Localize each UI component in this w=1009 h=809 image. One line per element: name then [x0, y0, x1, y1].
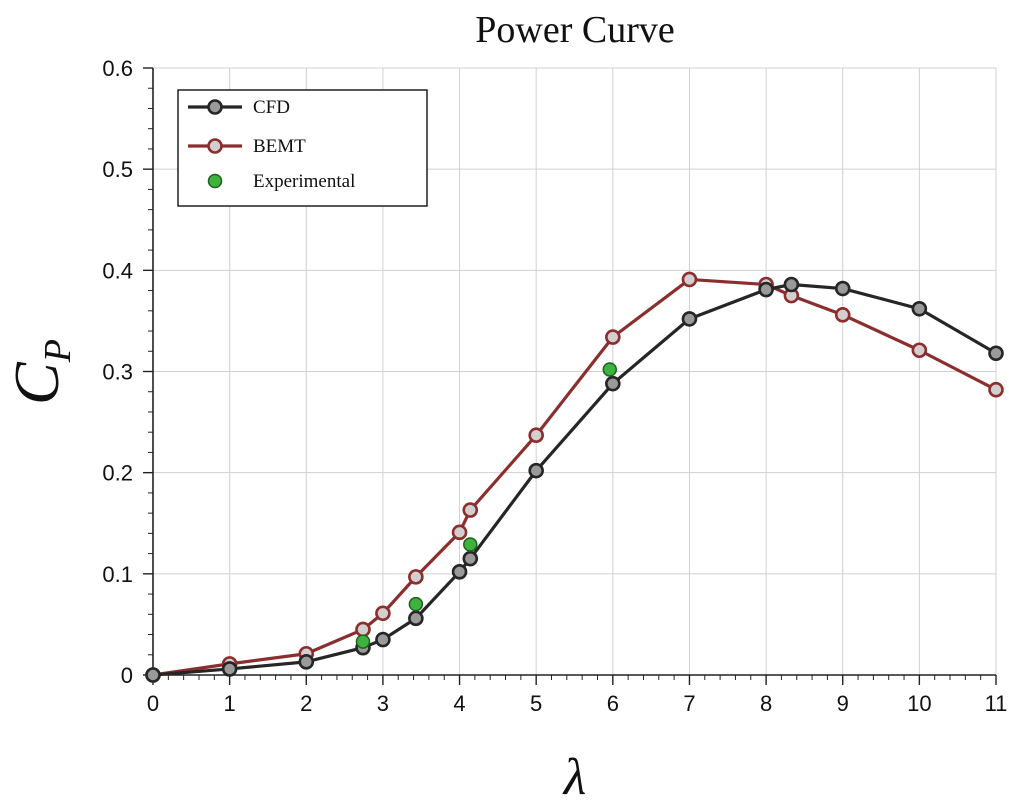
experimental-point [355, 634, 371, 649]
bemt-point [375, 605, 391, 622]
cfd-point [221, 661, 238, 677]
bemt-point [451, 524, 468, 541]
cfd-point [145, 667, 161, 683]
cfd-point [834, 280, 851, 297]
series-bemt [145, 271, 1004, 683]
cfd-point [911, 300, 928, 317]
x-tick-label: 7 [683, 691, 695, 716]
bemt-point [528, 427, 544, 444]
cfd-point [528, 462, 544, 479]
experimental-point [602, 362, 618, 377]
cfd-line [152, 282, 997, 677]
x-axis-label: λ [562, 749, 587, 804]
cfd-point [783, 276, 800, 293]
y-tick-label: 0 [121, 663, 133, 688]
x-tick-label: 4 [453, 691, 465, 716]
cfd-point [451, 564, 468, 580]
x-tick-label: 2 [300, 691, 312, 716]
series-layer [145, 271, 1004, 683]
cfd-point [988, 345, 1004, 362]
cfd-point [298, 654, 315, 670]
x-tick-label: 10 [907, 691, 931, 716]
bemt-point [462, 502, 479, 518]
legend-entry-bemt: BEMT [188, 136, 306, 157]
cfd-point [681, 311, 698, 327]
experimental-point [463, 537, 478, 552]
cfd-point [462, 550, 479, 567]
x-tick-label: 1 [224, 691, 236, 716]
y-axis-label-main: C [1, 361, 72, 405]
series-cfd [145, 276, 1004, 683]
y-tick-label: 0.3 [102, 360, 133, 385]
y-tick-label: 0.2 [102, 461, 133, 486]
x-tick-label: 8 [760, 691, 772, 716]
x-tick-label: 0 [147, 691, 159, 716]
legend-swatch-marker-cfd [207, 99, 223, 115]
bemt-point [408, 569, 424, 585]
x-tick-label: 3 [377, 691, 389, 716]
y-tick-label: 0.6 [102, 56, 133, 81]
cfd-point [758, 281, 774, 298]
x-tick-label: 9 [837, 691, 849, 716]
legend-label-experimental: Experimental [253, 171, 355, 192]
series-experimental [355, 362, 618, 649]
bemt-point [988, 381, 1004, 398]
y-tick-label: 0.5 [102, 157, 133, 182]
legend-swatch-marker-experimental [207, 173, 223, 189]
chart-title: Power Curve [475, 9, 674, 51]
bemt-point [681, 271, 698, 288]
legend-label-bemt: BEMT [253, 136, 306, 157]
y-tick-label: 0.1 [102, 562, 133, 587]
bemt-line [152, 277, 997, 677]
x-tick-label: 11 [985, 691, 1008, 716]
bemt-point [911, 342, 928, 359]
axes: 0 1 2 3 4 5 6 7 8 9 10 11 0 0.1 0.2 0.3 0.4 0.5 0.6 [102, 56, 1007, 716]
y-tick-label: 0.4 [102, 258, 133, 283]
legend-entry-cfd: CFD [188, 97, 290, 118]
y-axis-label-subscript: P [37, 339, 79, 363]
svg-text:CP: CP [1, 339, 79, 405]
x-tick-label: 5 [530, 691, 542, 716]
legend-label-cfd: CFD [253, 97, 290, 118]
bemt-point [605, 329, 621, 345]
experimental-point [408, 596, 424, 612]
legend: CFD BEMT Experimental [177, 89, 428, 207]
bemt-point [834, 307, 851, 323]
x-tick-label: 6 [607, 691, 619, 716]
cfd-point [375, 631, 391, 648]
cfd-point [408, 610, 424, 627]
bemt-point [355, 621, 371, 638]
cfd-point [605, 375, 621, 392]
legend-entry-experimental: Experimental [207, 171, 355, 192]
legend-swatch-marker-bemt [207, 138, 223, 154]
y-axis-label: CP [1, 339, 79, 405]
